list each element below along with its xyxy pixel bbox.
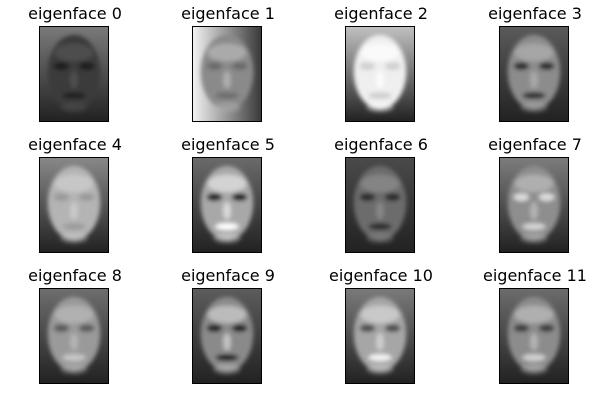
eigenface-panel: eigenface 4 bbox=[0, 131, 150, 265]
panel-title: eigenface 4 bbox=[28, 135, 122, 154]
eigenface-image bbox=[499, 26, 569, 122]
panel-title: eigenface 1 bbox=[181, 4, 275, 23]
eigenface-image bbox=[345, 288, 415, 384]
panel-title: eigenface 0 bbox=[28, 4, 122, 23]
eigenface-panel: eigenface 11 bbox=[460, 262, 592, 396]
panel-title: eigenface 5 bbox=[181, 135, 275, 154]
eigenface-image bbox=[192, 288, 262, 384]
eigenface-image bbox=[345, 26, 415, 122]
panel-title: eigenface 9 bbox=[181, 266, 275, 285]
eigenface-panel: eigenface 2 bbox=[306, 0, 456, 134]
eigenface-image bbox=[345, 157, 415, 253]
panel-title: eigenface 10 bbox=[329, 266, 433, 285]
eigenface-image bbox=[499, 157, 569, 253]
eigenface-image bbox=[192, 157, 262, 253]
panel-title: eigenface 2 bbox=[334, 4, 428, 23]
eigenface-panel: eigenface 3 bbox=[460, 0, 592, 134]
eigenface-panel: eigenface 8 bbox=[0, 262, 150, 396]
eigenface-image bbox=[192, 26, 262, 122]
eigenface-image bbox=[499, 288, 569, 384]
eigenface-panel: eigenface 7 bbox=[460, 131, 592, 265]
eigenface-panel: eigenface 10 bbox=[306, 262, 456, 396]
eigenface-panel: eigenface 6 bbox=[306, 131, 456, 265]
eigenface-image bbox=[39, 288, 109, 384]
eigenface-panel: eigenface 1 bbox=[153, 0, 303, 134]
panel-title: eigenface 3 bbox=[488, 4, 582, 23]
eigenface-panel: eigenface 9 bbox=[153, 262, 303, 396]
eigenface-panel: eigenface 0 bbox=[0, 0, 150, 134]
panel-title: eigenface 8 bbox=[28, 266, 122, 285]
eigenface-image bbox=[39, 26, 109, 122]
panel-title: eigenface 11 bbox=[483, 266, 587, 285]
eigenface-panel: eigenface 5 bbox=[153, 131, 303, 265]
eigenface-image bbox=[39, 157, 109, 253]
panel-title: eigenface 6 bbox=[334, 135, 428, 154]
panel-title: eigenface 7 bbox=[488, 135, 582, 154]
